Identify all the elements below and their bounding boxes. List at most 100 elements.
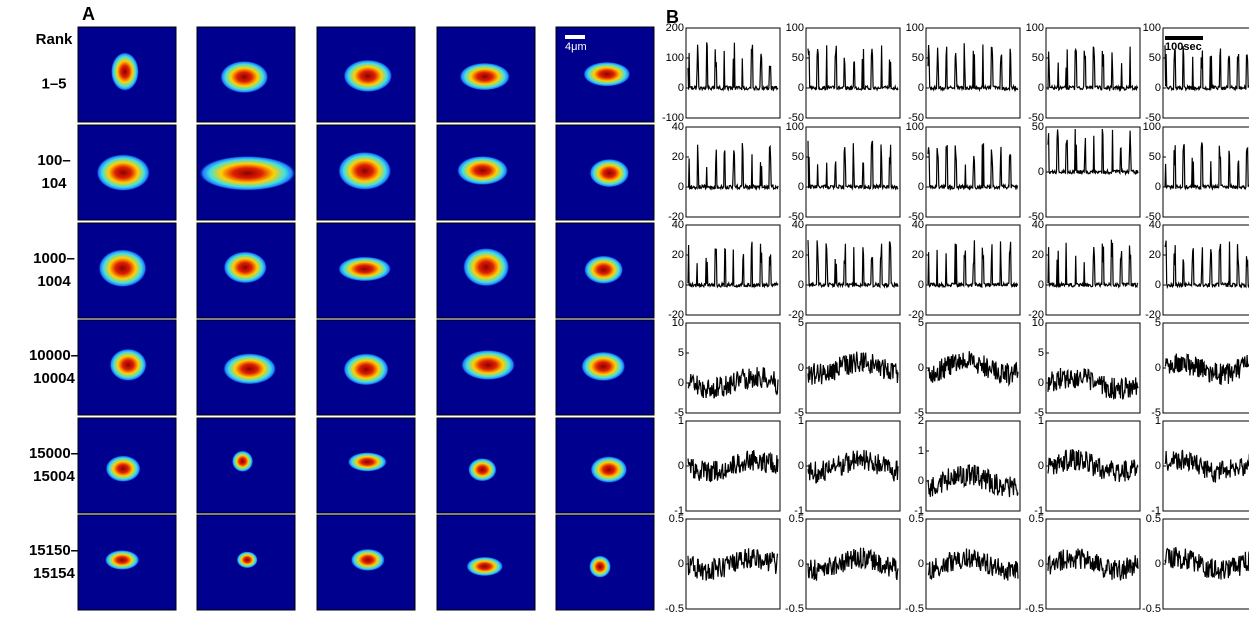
y-tick-label: 0 [1038, 460, 1044, 472]
y-tick-label: 0 [798, 460, 804, 472]
cell-blob [583, 255, 624, 285]
y-tick-label: 5 [1155, 317, 1161, 329]
panels: 1–5100–1041000–100410000–1000415000–1500… [29, 22, 1249, 615]
row-label: 104 [41, 175, 67, 192]
y-tick-label: 100 [906, 22, 924, 34]
y-tick-label: 50 [912, 151, 924, 163]
y-tick-label: 0.5 [1029, 513, 1044, 525]
cell-blob [223, 251, 268, 284]
y-tick-label: 0 [918, 279, 924, 291]
y-tick-label: -5 [1151, 407, 1161, 419]
trace [807, 45, 899, 92]
y-tick-label: 0.5 [669, 513, 684, 525]
row-label: 10004 [33, 370, 75, 387]
y-tick-label: 40 [1149, 219, 1161, 231]
y-tick-label: 50 [912, 52, 924, 64]
cell-blob [198, 155, 296, 191]
cell-blob [581, 351, 626, 382]
cell-image [196, 26, 296, 123]
y-tick-label: 0 [918, 362, 924, 374]
y-tick-label: 50 [1149, 151, 1161, 163]
cell-blob [466, 556, 504, 577]
row-label: 1–5 [41, 75, 66, 92]
y-tick-label: 5 [798, 317, 804, 329]
y-tick-label: -1 [914, 505, 924, 517]
y-tick-label: 0 [1155, 181, 1161, 193]
y-tick-label: 0 [798, 82, 804, 94]
y-tick-label: 1 [678, 415, 684, 427]
y-tick-label: -5 [674, 407, 684, 419]
y-tick-label: -50 [1028, 211, 1044, 223]
trace [687, 548, 779, 581]
trace [1164, 45, 1249, 92]
row-label: 100– [37, 152, 70, 169]
y-tick-label: 0 [918, 181, 924, 193]
cell-image [555, 514, 655, 611]
row-label: 15000– [29, 445, 79, 462]
y-tick-label: 40 [912, 219, 924, 231]
y-tick-label: 40 [792, 219, 804, 231]
cell-blob [590, 456, 628, 483]
y-tick-label: 20 [1149, 249, 1161, 261]
y-tick-label: -50 [908, 112, 924, 124]
y-tick-label: 0 [798, 279, 804, 291]
y-tick-label: 0 [798, 558, 804, 570]
trace [807, 547, 899, 581]
y-tick-label: 10 [1032, 317, 1044, 329]
y-tick-label: 5 [918, 317, 924, 329]
y-tick-label: -20 [908, 309, 924, 321]
plot-frame [1162, 27, 1249, 119]
cell-blob [220, 60, 269, 94]
trace [1164, 142, 1249, 191]
cell-blob [236, 551, 258, 569]
plot-frame [1162, 224, 1249, 316]
scale-bar [565, 35, 585, 39]
y-tick-label: -50 [1028, 112, 1044, 124]
cell-blob [109, 348, 147, 382]
y-tick-label: 100 [786, 22, 804, 34]
trace [807, 240, 899, 289]
cell-blob [231, 450, 254, 472]
trace [807, 449, 899, 484]
y-tick-label: 50 [792, 52, 804, 64]
trace [687, 367, 779, 399]
y-tick-label: 2 [918, 415, 924, 427]
y-tick-label: 0.5 [1146, 513, 1161, 525]
y-tick-label: 20 [792, 249, 804, 261]
panel-label: B [666, 7, 679, 27]
y-tick-label: 1 [918, 445, 924, 457]
y-tick-label: 1 [1155, 415, 1161, 427]
y-tick-label: 5 [1038, 347, 1044, 359]
y-tick-label: 0 [1155, 362, 1161, 374]
row-label: 15150– [29, 542, 79, 559]
trace [807, 351, 899, 385]
cell-blob [347, 452, 387, 472]
row-label: 15154 [33, 565, 75, 582]
y-tick-label: 0.5 [909, 513, 924, 525]
y-tick-label: 0 [1155, 460, 1161, 472]
cell-blob [222, 353, 277, 385]
cell-blob [459, 62, 511, 91]
y-tick-label: -20 [1028, 309, 1044, 321]
plot-frame [1045, 27, 1141, 119]
cell-blob [462, 247, 510, 287]
y-tick-label: 1 [1038, 415, 1044, 427]
trace [1164, 353, 1249, 385]
plot-frame [685, 322, 781, 414]
cell-blob [98, 249, 147, 288]
y-tick-label: 20 [672, 249, 684, 261]
y-tick-label: -50 [1145, 211, 1161, 223]
trace [687, 450, 779, 483]
y-tick-label: -50 [788, 211, 804, 223]
y-tick-label: 0 [1038, 279, 1044, 291]
trace [927, 143, 1019, 191]
y-tick-label: 100 [786, 121, 804, 133]
panel-label: A [82, 4, 95, 24]
y-tick-label: 100 [1143, 121, 1161, 133]
trace [807, 140, 899, 191]
y-tick-label: 0 [798, 362, 804, 374]
y-tick-label: 100 [666, 52, 684, 64]
y-tick-label: 100 [906, 121, 924, 133]
y-tick-label: 50 [1149, 52, 1161, 64]
